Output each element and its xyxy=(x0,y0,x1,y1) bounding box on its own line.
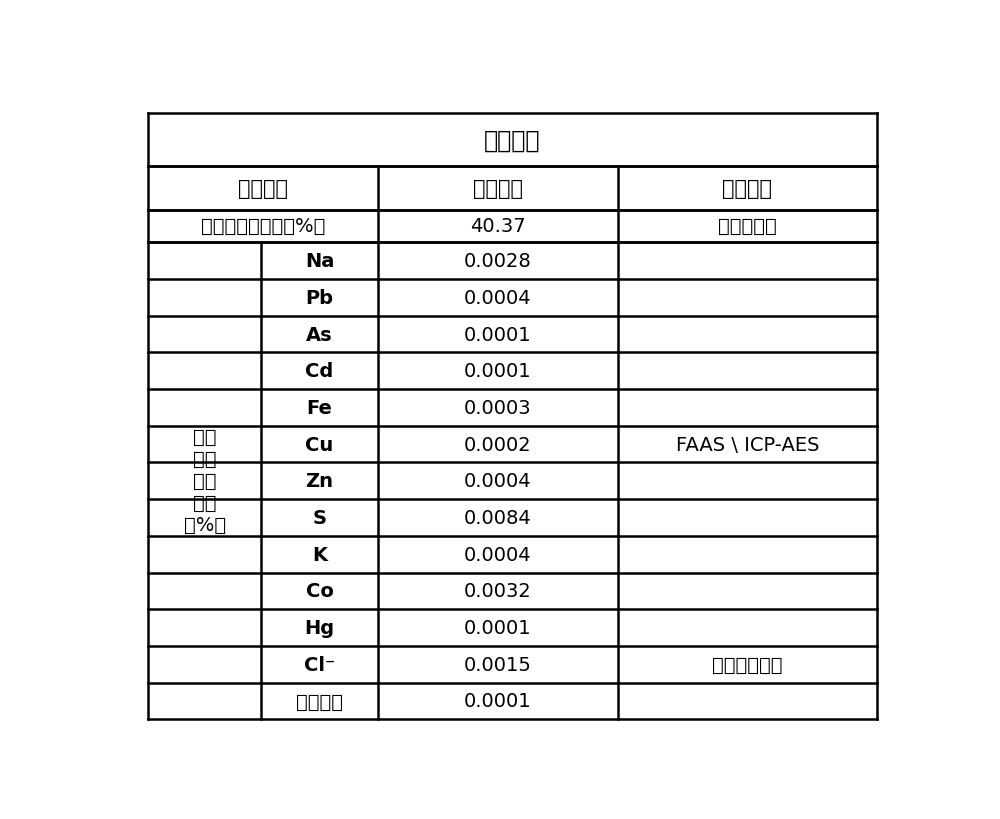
Text: Hg: Hg xyxy=(304,618,335,637)
Text: 镍质量百分含量（%）: 镍质量百分含量（%） xyxy=(201,217,325,236)
Text: 0.0001: 0.0001 xyxy=(464,691,532,711)
Text: Cd: Cd xyxy=(305,362,334,381)
Text: S: S xyxy=(312,509,326,527)
Text: 络合滴定法: 络合滴定法 xyxy=(718,217,777,236)
Text: 0.0004: 0.0004 xyxy=(464,545,532,564)
Text: 0.0084: 0.0084 xyxy=(464,509,532,527)
Text: 化学成分: 化学成分 xyxy=(484,129,541,152)
Text: 检测方法: 检测方法 xyxy=(722,179,772,198)
Text: 杂质
质量
百分
含量
（%）: 杂质 质量 百分 含量 （%） xyxy=(184,428,226,535)
Text: Zn: Zn xyxy=(305,472,333,491)
Text: K: K xyxy=(312,545,327,564)
Text: 0.0003: 0.0003 xyxy=(464,398,532,418)
Text: 0.0004: 0.0004 xyxy=(464,472,532,491)
Text: 离子选择电极: 离子选择电极 xyxy=(712,655,783,674)
Text: 0.0028: 0.0028 xyxy=(464,251,532,271)
Text: 0.0001: 0.0001 xyxy=(464,362,532,381)
Text: Na: Na xyxy=(305,251,334,271)
Text: Cl⁻: Cl⁻ xyxy=(304,655,335,674)
Text: 检测项目: 检测项目 xyxy=(238,179,288,198)
Text: 40.37: 40.37 xyxy=(470,217,526,236)
Text: 检测结果: 检测结果 xyxy=(473,179,523,198)
Text: Pb: Pb xyxy=(305,288,333,307)
Text: As: As xyxy=(306,325,333,344)
Text: 酸不溶物: 酸不溶物 xyxy=(296,691,343,711)
Text: 0.0032: 0.0032 xyxy=(464,581,532,600)
Text: 0.0002: 0.0002 xyxy=(464,435,532,454)
Text: Cu: Cu xyxy=(305,435,334,454)
Text: Co: Co xyxy=(306,581,333,600)
Text: Fe: Fe xyxy=(307,398,332,418)
Text: FAAS \ ICP-AES: FAAS \ ICP-AES xyxy=(676,435,819,454)
Text: 0.0015: 0.0015 xyxy=(464,655,532,674)
Text: 0.0001: 0.0001 xyxy=(464,325,532,344)
Text: 0.0001: 0.0001 xyxy=(464,618,532,637)
Text: 0.0004: 0.0004 xyxy=(464,288,532,307)
